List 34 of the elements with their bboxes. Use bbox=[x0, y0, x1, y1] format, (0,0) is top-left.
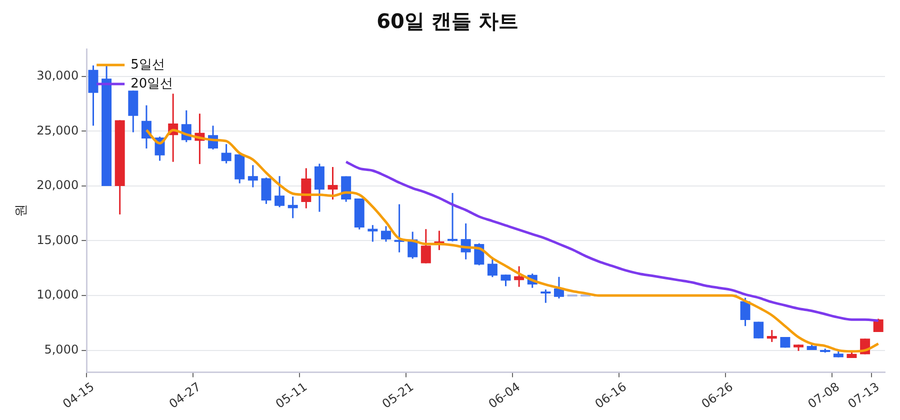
candlestick bbox=[381, 225, 391, 242]
candlestick bbox=[88, 64, 98, 126]
candlestick bbox=[328, 166, 338, 200]
candlestick bbox=[261, 176, 272, 205]
y-tick-label: 15,000 bbox=[36, 232, 79, 247]
candlestick bbox=[420, 228, 431, 264]
chart-title: 60일 캔들 차트 bbox=[376, 9, 518, 34]
y-tick-label: 10,000 bbox=[36, 288, 79, 302]
candlestick bbox=[448, 192, 458, 242]
candlestick bbox=[500, 274, 511, 287]
candlestick bbox=[288, 196, 298, 219]
candlestick bbox=[248, 164, 258, 188]
candlestick bbox=[554, 276, 564, 300]
candlestick bbox=[487, 258, 498, 278]
candlestick bbox=[754, 321, 764, 340]
y-tick-label: 5,000 bbox=[44, 342, 79, 356]
line-series bbox=[344, 160, 880, 322]
candlestick bbox=[766, 329, 777, 343]
candlestick bbox=[873, 318, 884, 333]
candlestick bbox=[221, 143, 232, 164]
y-tick-label: 30,000 bbox=[36, 68, 79, 83]
candlestick bbox=[540, 288, 551, 304]
y-tick-label: 25,000 bbox=[36, 123, 79, 138]
y-axis-title: 원 bbox=[14, 204, 30, 218]
legend-label: 20일선 bbox=[130, 76, 174, 92]
candlestick bbox=[514, 266, 524, 288]
legend-label: 5일선 bbox=[130, 57, 165, 72]
candlestick bbox=[368, 224, 378, 242]
candlestick bbox=[301, 167, 312, 210]
candlestick bbox=[740, 297, 750, 327]
candlestick bbox=[274, 175, 285, 208]
candlestick bbox=[314, 162, 324, 213]
y-tick-label: 20,000 bbox=[36, 178, 79, 192]
candlestick bbox=[394, 204, 404, 254]
